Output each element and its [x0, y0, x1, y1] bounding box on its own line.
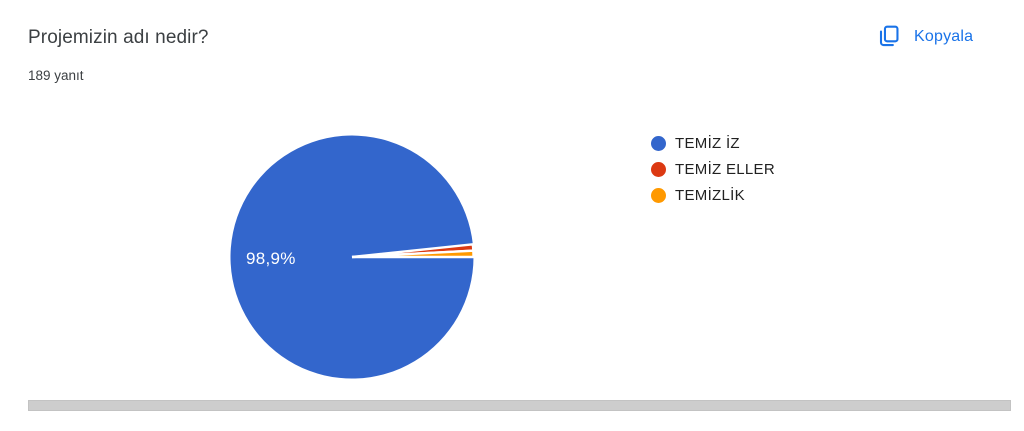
legend-swatch-icon [651, 162, 666, 178]
legend-item: TEMİZ İZ [651, 131, 775, 157]
copy-button[interactable]: Kopyala [870, 20, 979, 53]
legend-item: TEMİZ ELLER [651, 157, 775, 183]
legend-swatch-icon [651, 187, 666, 203]
legend-item-label: TEMİZ ELLER [675, 161, 775, 179]
copy-icon [876, 24, 901, 49]
legend-item: TEMİZLİK [651, 182, 775, 208]
pie-slice-2[interactable] [351, 249, 474, 259]
chart-legend: TEMİZ İZ TEMİZ ELLER TEMİZLİK [651, 131, 775, 208]
page-title: Projemizin adı nedir? [28, 27, 209, 48]
legend-swatch-icon [651, 136, 666, 152]
response-count: 189 yanıt [28, 68, 84, 83]
horizontal-scrollbar-thumb[interactable] [28, 400, 1011, 411]
legend-item-label: TEMİZ İZ [675, 135, 740, 153]
legend-item-label: TEMİZLİK [675, 186, 745, 204]
copy-button-label: Kopyala [914, 27, 974, 45]
pie-chart[interactable] [230, 135, 474, 379]
